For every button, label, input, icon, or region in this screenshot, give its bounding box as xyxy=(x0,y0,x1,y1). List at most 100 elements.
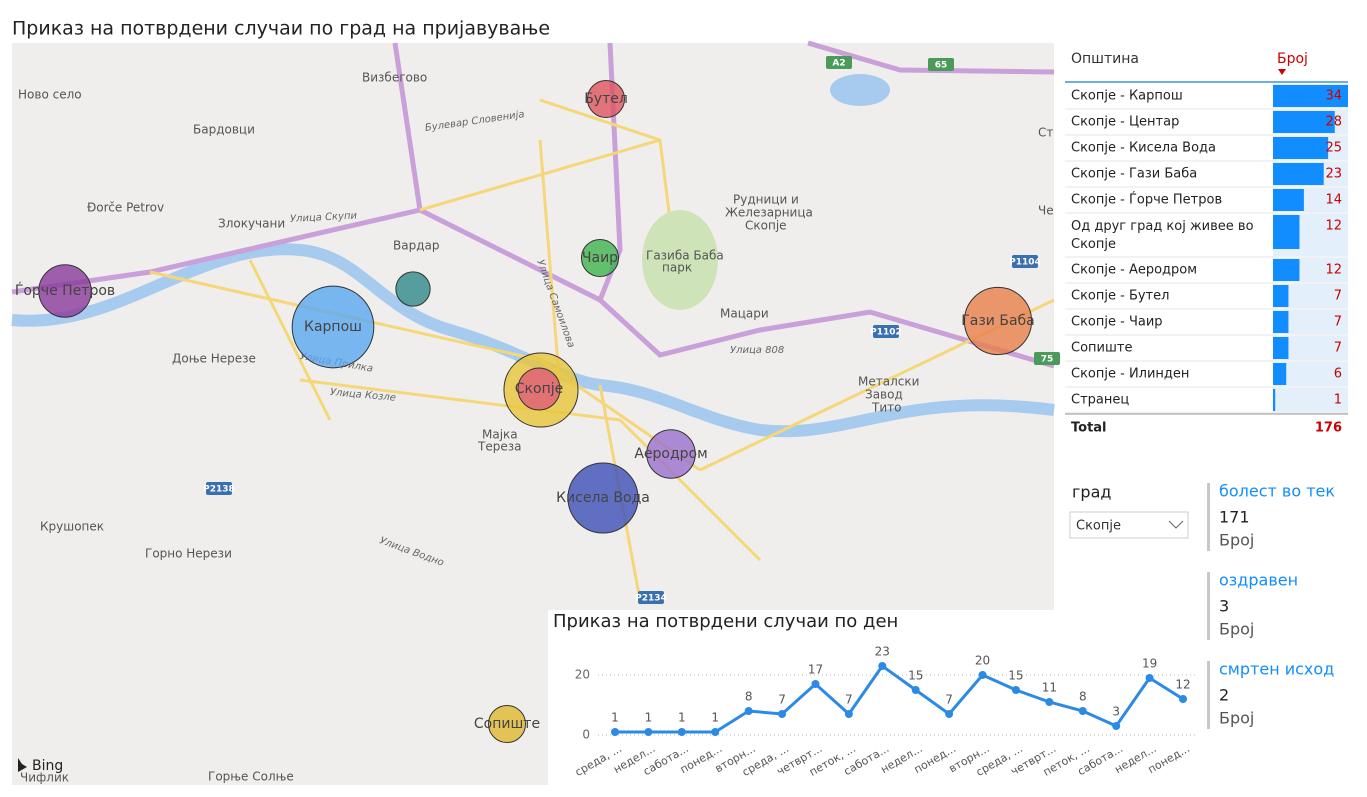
place-label: Металски xyxy=(858,375,919,389)
data-label: 11 xyxy=(1042,681,1057,695)
place-label: Мацари xyxy=(720,307,769,321)
row-value: 7 xyxy=(1334,315,1342,330)
line-point[interactable] xyxy=(1045,698,1054,706)
line-point[interactable] xyxy=(611,728,619,736)
map-bubble[interactable] xyxy=(567,462,639,534)
table-header[interactable]: Број xyxy=(1277,51,1308,67)
line-point[interactable] xyxy=(878,662,887,670)
line-point[interactable] xyxy=(911,686,920,694)
data-label: 3 xyxy=(1112,705,1120,719)
card-accent xyxy=(1207,483,1210,551)
line-point[interactable] xyxy=(811,680,820,688)
table-bar xyxy=(1273,311,1289,333)
map-bubble[interactable] xyxy=(963,286,1033,356)
line-panel xyxy=(548,610,1054,797)
road-shield-label: P2134 xyxy=(635,594,667,604)
card-title: болест во тек xyxy=(1219,482,1335,501)
place-label: Đorče Petrov xyxy=(87,201,164,215)
map-title: Приказ на потврдени случаи по град на пр… xyxy=(12,18,550,40)
line-point[interactable] xyxy=(1011,686,1020,694)
bubble-label: Бутел xyxy=(584,91,628,107)
row-value: 7 xyxy=(1334,289,1342,304)
line-point[interactable] xyxy=(945,710,954,718)
lake xyxy=(830,74,890,106)
row-value: 14 xyxy=(1325,193,1342,208)
line-point[interactable] xyxy=(711,728,720,736)
row-label: Скопје - Аеродром xyxy=(1071,263,1197,278)
road-shield-label: P1104 xyxy=(1009,258,1041,268)
place-label: Тито xyxy=(871,401,901,415)
row-label: Скопје - Чаир xyxy=(1071,315,1163,330)
line-point[interactable] xyxy=(744,707,753,715)
bing-logo xyxy=(18,758,27,772)
card-accent xyxy=(1207,661,1210,729)
highway xyxy=(11,40,1055,369)
road-shield xyxy=(638,591,664,604)
place-label: Рудници и xyxy=(733,193,799,207)
map-bubble[interactable] xyxy=(586,79,626,119)
place-label: Бардовци xyxy=(193,123,255,137)
map-bubble[interactable] xyxy=(395,271,431,307)
row-value: 6 xyxy=(1334,367,1342,382)
line-point[interactable] xyxy=(1179,695,1187,703)
map-bubble[interactable] xyxy=(646,429,696,479)
data-label: 7 xyxy=(945,693,953,707)
line-point[interactable] xyxy=(1112,722,1121,730)
road-shield-label: A2 xyxy=(832,59,845,69)
table-bar xyxy=(1273,337,1289,359)
line-series xyxy=(615,663,1184,734)
total-label: Total xyxy=(1071,421,1107,436)
place-label: Че xyxy=(1038,204,1054,218)
table-header[interactable]: Општина xyxy=(1071,51,1139,67)
table-bar xyxy=(1273,215,1300,249)
table-bar xyxy=(1273,137,1329,159)
row-label: Скопје - Бутел xyxy=(1071,289,1169,304)
line-point[interactable] xyxy=(978,671,987,679)
bubble-label: Карпош xyxy=(304,319,362,335)
road-shield-label: P2138 xyxy=(203,485,235,495)
place-label: Доње Нерезе xyxy=(172,352,256,366)
y-tick-label: 0 xyxy=(582,728,590,742)
place-label: Скопје xyxy=(745,219,787,233)
card-value: 3 xyxy=(1219,597,1229,616)
map-bubble[interactable] xyxy=(38,264,92,318)
y-tick-label: 20 xyxy=(575,668,590,682)
road-shield-label: 75 xyxy=(1041,355,1054,365)
map-bubble[interactable] xyxy=(580,238,620,278)
total-value: 176 xyxy=(1315,421,1342,436)
row-value: 28 xyxy=(1325,115,1342,130)
slicer-dropdown[interactable] xyxy=(1069,511,1189,539)
table-bar xyxy=(1273,189,1304,211)
map-bubble[interactable] xyxy=(517,367,561,411)
line-point[interactable] xyxy=(677,728,686,736)
line-point[interactable] xyxy=(644,728,653,736)
line-point[interactable] xyxy=(778,710,787,718)
place-label: Горње Солње xyxy=(208,770,294,784)
card-accent xyxy=(1207,572,1210,640)
road-shield xyxy=(1034,352,1060,365)
map-bubble[interactable] xyxy=(291,285,375,369)
data-label: 20 xyxy=(975,654,990,668)
place-label: парк xyxy=(662,261,692,275)
line-point[interactable] xyxy=(1145,674,1154,682)
card-value: 2 xyxy=(1219,686,1229,705)
place-label: Ст xyxy=(1038,126,1053,140)
line-point[interactable] xyxy=(844,710,853,718)
bubble-label: Ѓорче Петров xyxy=(15,282,115,299)
row-value: 1 xyxy=(1334,393,1342,408)
data-label: 1 xyxy=(678,711,686,725)
card-title: оздравен xyxy=(1219,571,1298,590)
map-attribution: Bing xyxy=(32,758,63,774)
line-point[interactable] xyxy=(1078,707,1087,715)
place-label: Ново село xyxy=(18,88,82,102)
place-label: Завод xyxy=(865,388,903,402)
card-label: Број xyxy=(1219,620,1254,639)
row-label: Скопје - Карпош xyxy=(1071,89,1183,104)
row-label: Од друг град кој живее во Скопје xyxy=(1071,219,1254,252)
map-bubble[interactable] xyxy=(487,704,527,744)
dropdown-chevron xyxy=(1168,520,1184,529)
table-bar xyxy=(1273,111,1335,133)
bubble-label: Сопиште xyxy=(474,716,540,732)
